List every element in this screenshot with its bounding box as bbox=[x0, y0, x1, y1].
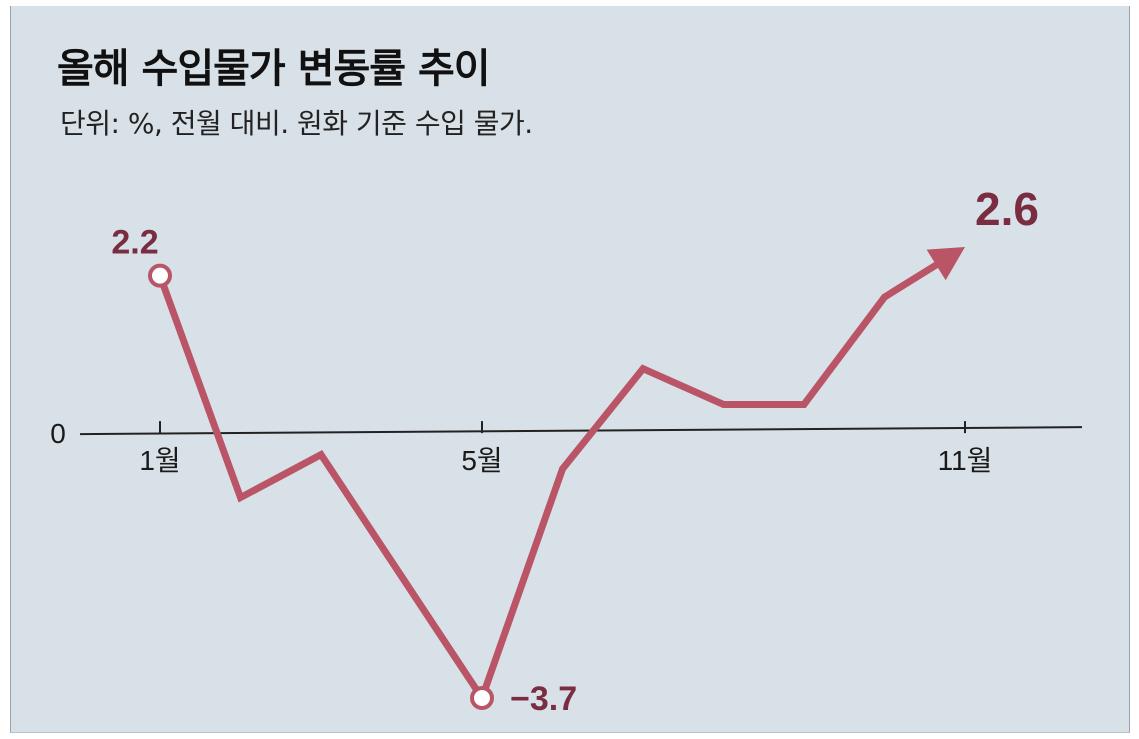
series-line bbox=[156, 260, 940, 706]
axis-layer: 0 1월 5월 11월 bbox=[50, 418, 1083, 476]
x-tick-label: 5월 bbox=[461, 445, 502, 476]
y-tick-label: 0 bbox=[50, 418, 66, 449]
data-label: 2.6 bbox=[975, 183, 1039, 235]
arrowhead-marker bbox=[926, 247, 965, 281]
series-layer bbox=[156, 247, 965, 706]
x-tick-label: 1월 bbox=[139, 445, 180, 476]
label-layer: 2.2 −3.7 2.6 bbox=[111, 183, 1039, 718]
chart-subtitle: 단위: %, 전월 대비. 원화 기준 수입 물가. bbox=[60, 107, 533, 140]
x-tick-label: 11월 bbox=[938, 445, 993, 476]
zero-baseline bbox=[79, 426, 1083, 436]
data-point-marker bbox=[470, 686, 494, 710]
data-label: 2.2 bbox=[111, 224, 158, 262]
chart-title: 올해 수입물가 변동률 추이 bbox=[57, 46, 491, 92]
data-point-marker bbox=[148, 263, 172, 288]
data-label: −3.7 bbox=[510, 680, 577, 718]
